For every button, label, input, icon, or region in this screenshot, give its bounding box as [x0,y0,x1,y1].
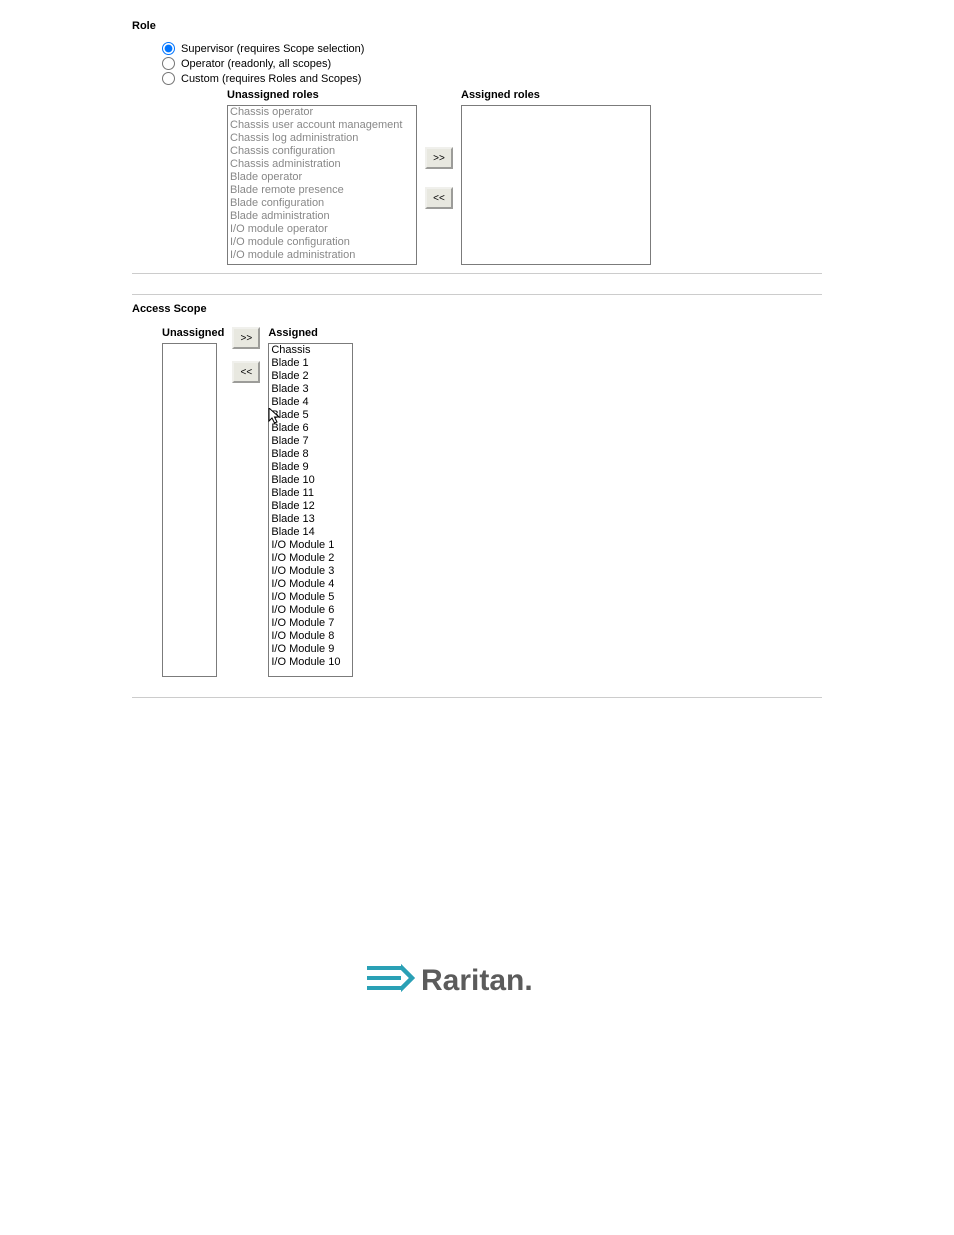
list-item[interactable]: Blade 6 [269,422,352,435]
radio-supervisor-input[interactable] [162,42,175,55]
assigned-scope-listbox[interactable]: ChassisBlade 1Blade 2Blade 3Blade 4Blade… [268,343,353,677]
list-item[interactable]: I/O Module 10 [269,656,352,669]
role-radio-group: Supervisor (requires Scope selection) Op… [132,42,822,265]
divider-2 [132,294,822,295]
assigned-roles-col: Assigned roles [461,89,651,265]
unassigned-roles-col: Unassigned roles Chassis operatorChassis… [227,89,417,265]
list-item[interactable]: Chassis configuration [228,145,416,158]
divider-1 [132,273,822,274]
radio-custom[interactable]: Custom (requires Roles and Scopes) [162,72,822,85]
list-item[interactable]: Chassis administration [228,158,416,171]
role-section: Role Supervisor (requires Scope selectio… [132,20,822,265]
list-item[interactable]: Blade 8 [269,448,352,461]
list-item[interactable]: I/O Module 5 [269,591,352,604]
list-item[interactable]: Blade 12 [269,500,352,513]
radio-operator-label: Operator (readonly, all scopes) [181,58,331,70]
scope-dual-list: Unassigned >> << Assigned ChassisBlade 1… [132,327,822,677]
list-item[interactable]: I/O Module 1 [269,539,352,552]
list-item[interactable]: I/O Module 9 [269,643,352,656]
divider-3 [132,697,822,698]
list-item[interactable]: Blade 5 [269,409,352,422]
unassigned-roles-label: Unassigned roles [227,89,417,101]
list-item[interactable]: Blade configuration [228,197,416,210]
assigned-scope-label: Assigned [268,327,318,339]
assigned-roles-label: Assigned roles [461,89,651,101]
list-item[interactable]: Blade 1 [269,357,352,370]
list-item[interactable]: Blade 10 [269,474,352,487]
access-scope-title: Access Scope [132,303,822,315]
unassigned-scope-col: Unassigned [162,327,224,677]
list-item[interactable]: I/O Module 7 [269,617,352,630]
role-title: Role [132,20,822,32]
access-scope-section: Access Scope Unassigned >> << Assigned C… [132,303,822,677]
list-item[interactable]: Chassis operator [228,106,416,119]
list-item[interactable]: I/O Module 8 [269,630,352,643]
radio-supervisor-label: Supervisor (requires Scope selection) [181,43,364,55]
radio-custom-label: Custom (requires Roles and Scopes) [181,73,361,85]
assigned-scope-col: Assigned ChassisBlade 1Blade 2Blade 3Bla… [268,327,353,677]
roles-remove-button[interactable]: << [425,187,453,209]
list-item[interactable]: I/O Module 3 [269,565,352,578]
radio-operator[interactable]: Operator (readonly, all scopes) [162,57,822,70]
list-item[interactable]: I/O Module 4 [269,578,352,591]
roles-add-button[interactable]: >> [425,147,453,169]
roles-buttons: >> << [417,89,461,249]
list-item[interactable]: Blade administration [228,210,416,223]
radio-operator-input[interactable] [162,57,175,70]
list-item[interactable]: I/O module administration [228,249,416,262]
radio-supervisor[interactable]: Supervisor (requires Scope selection) [162,42,822,55]
list-item[interactable]: Chassis [269,344,352,357]
list-item[interactable]: I/O module configuration [228,236,416,249]
list-item[interactable]: Blade 4 [269,396,352,409]
list-item[interactable]: Chassis log administration [228,132,416,145]
list-item[interactable]: Blade 2 [269,370,352,383]
scope-buttons: >> << [224,327,268,661]
unassigned-scope-label: Unassigned [162,327,224,339]
logo-text: Raritan. [421,964,533,997]
list-item[interactable]: Blade remote presence [228,184,416,197]
list-item[interactable]: Blade 9 [269,461,352,474]
unassigned-scope-listbox[interactable] [162,343,217,677]
list-item[interactable]: Blade 11 [269,487,352,500]
raritan-logo-icon: Raritan. [367,958,587,1000]
assigned-roles-listbox[interactable] [461,105,651,265]
scope-add-button[interactable]: >> [232,327,260,349]
radio-custom-input[interactable] [162,72,175,85]
list-item[interactable]: I/O module operator [228,223,416,236]
list-item[interactable]: Chassis user account management [228,119,416,132]
list-item[interactable]: Blade 13 [269,513,352,526]
list-item[interactable]: Blade 14 [269,526,352,539]
list-item[interactable]: I/O Module 6 [269,604,352,617]
list-item[interactable]: Blade 7 [269,435,352,448]
roles-dual-list: Unassigned roles Chassis operatorChassis… [162,89,822,265]
footer-logo: Raritan. [132,958,822,1043]
list-item[interactable]: I/O Module 2 [269,552,352,565]
list-item[interactable]: Blade 3 [269,383,352,396]
unassigned-roles-listbox[interactable]: Chassis operatorChassis user account man… [227,105,417,265]
scope-remove-button[interactable]: << [232,361,260,383]
list-item[interactable]: Blade operator [228,171,416,184]
